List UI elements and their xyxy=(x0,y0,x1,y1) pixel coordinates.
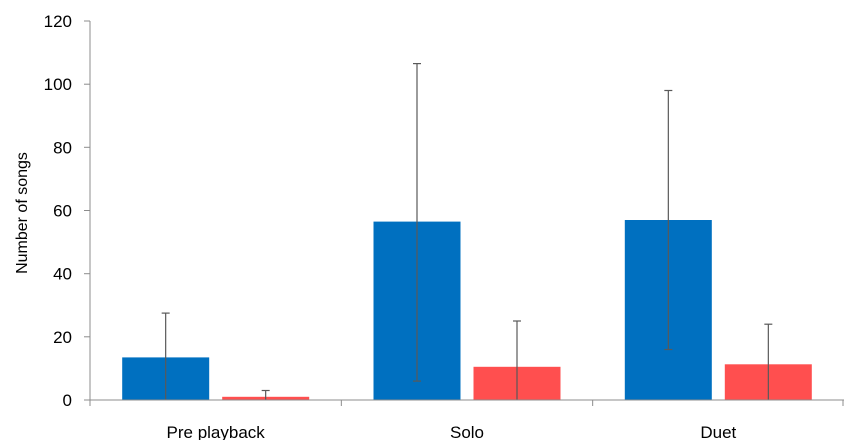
y-tick-label: 80 xyxy=(53,138,72,157)
y-tick-label: 60 xyxy=(53,202,72,221)
bars-layer xyxy=(122,220,812,400)
y-tick-label: 40 xyxy=(53,265,72,284)
y-axis-title: Number of songs xyxy=(14,152,31,274)
x-tick-label: Pre playback xyxy=(167,423,266,440)
error-bars-layer xyxy=(161,62,773,400)
labels-layer: Pre playback Solo Duet 0 20 40 60 80 100 120 xyxy=(44,12,737,440)
y-tick-label: 20 xyxy=(53,328,72,347)
y-tick-label: 0 xyxy=(63,391,72,410)
y-tick-label: 100 xyxy=(44,75,72,94)
axes-layer xyxy=(84,20,844,406)
x-tick-label: Duet xyxy=(700,423,736,440)
y-tick-label: 120 xyxy=(44,12,72,31)
x-tick-label: Solo xyxy=(450,423,484,440)
